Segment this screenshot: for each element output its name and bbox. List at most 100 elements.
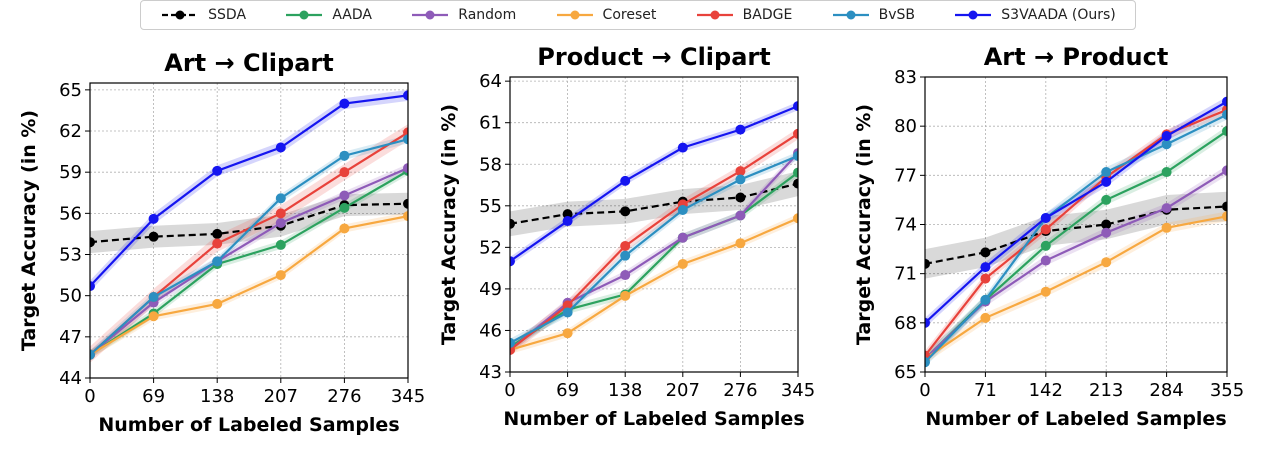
series-line-ssda	[925, 205, 1227, 265]
point-random	[275, 217, 286, 228]
point-random	[1040, 255, 1051, 266]
band-aada	[90, 166, 408, 359]
point-random	[677, 232, 688, 243]
band-random	[90, 163, 408, 359]
xtick-label: 276	[327, 386, 361, 407]
xtick-label: 138	[608, 380, 642, 401]
series-line-aada	[510, 171, 798, 348]
ytick-label: 62	[59, 121, 82, 142]
point-badge	[1040, 224, 1051, 235]
point-aada	[1161, 167, 1172, 178]
point-coreset	[275, 270, 286, 281]
chart-title: Art → Product	[984, 43, 1169, 71]
xtick-label: 345	[391, 386, 425, 407]
point-s3vaada-ours	[620, 175, 631, 186]
series-line-coreset	[925, 215, 1227, 360]
band-badge	[510, 128, 798, 356]
point-random	[1222, 165, 1227, 176]
point-s3vaada-ours	[403, 90, 408, 101]
point-coreset	[620, 290, 631, 301]
y-axis-label: Target Accuracy (in %)	[18, 110, 40, 351]
point-coreset	[1101, 257, 1112, 268]
point-s3vaada-ours	[562, 216, 573, 227]
point-badge	[212, 238, 223, 249]
point-ssda	[90, 237, 95, 248]
point-ssda	[735, 192, 746, 203]
xtick-label: 0	[84, 386, 95, 407]
ytick-label: 71	[894, 264, 917, 285]
point-badge	[562, 300, 573, 311]
series-line-coreset	[90, 215, 408, 356]
point-aada	[275, 239, 286, 250]
point-coreset	[148, 311, 159, 322]
legend-item-random: Random	[410, 7, 516, 23]
point-s3vaada-ours	[1222, 96, 1227, 107]
point-bvsb	[562, 307, 573, 318]
series-line-ssda	[510, 182, 798, 225]
ytick-label: 61	[479, 113, 502, 134]
legend-label: BvSB	[878, 7, 915, 23]
chart-1: 44 47 50 53 56 59 62 65 0 69 138 207 276 345 Art → Cli…	[18, 49, 425, 436]
chart-title: Product → Clipart	[537, 43, 770, 71]
ytick-label: 43	[479, 362, 502, 383]
band-aada	[925, 126, 1227, 364]
y-axis-label: Target Accuracy (in %)	[438, 104, 460, 345]
legend-item-aada: AADA	[284, 7, 372, 23]
plot-frame	[509, 76, 799, 373]
point-bvsb	[148, 292, 159, 303]
ytick-label: 56	[59, 203, 82, 224]
xtick-label: 213	[1089, 380, 1123, 401]
series-line-bvsb	[925, 113, 1227, 363]
legend-item-bvsb: BvSB	[831, 7, 915, 23]
point-bvsb	[1101, 167, 1112, 178]
point-aada	[1222, 126, 1227, 137]
series-line-s3vaada-ours	[925, 100, 1227, 324]
point-s3vaada-ours	[148, 213, 159, 224]
ytick-label: 64	[479, 71, 502, 92]
point-ssda	[925, 258, 930, 269]
point-coreset	[403, 211, 408, 222]
point-s3vaada-ours	[677, 142, 688, 153]
point-ssda	[1222, 201, 1227, 212]
ytick-label: 83	[894, 67, 917, 88]
x-axis-label: Number of Labeled Samples	[503, 408, 804, 430]
point-badge	[339, 167, 350, 178]
point-s3vaada-ours	[339, 98, 350, 109]
legend-label: SSDA	[208, 7, 247, 23]
point-ssda	[403, 198, 408, 209]
point-bvsb	[339, 150, 350, 161]
point-ssda	[510, 218, 515, 229]
point-badge	[980, 273, 991, 284]
point-coreset	[735, 238, 746, 249]
point-badge	[735, 166, 746, 177]
xtick-label: 276	[723, 380, 757, 401]
point-badge	[275, 208, 286, 219]
point-ssda	[980, 247, 991, 258]
band-coreset	[925, 211, 1227, 364]
band-ssda	[90, 192, 408, 254]
point-bvsb	[1222, 109, 1227, 120]
series-line-s3vaada-ours	[510, 105, 798, 263]
point-coreset	[677, 258, 688, 269]
x-axis-label: Number of Labeled Samples	[925, 408, 1226, 430]
point-ssda	[148, 231, 159, 242]
point-bvsb	[90, 349, 95, 360]
point-coreset	[1040, 286, 1051, 297]
legend-label: BADGE	[742, 7, 793, 23]
x-axis-label: Number of Labeled Samples	[98, 414, 399, 436]
chart-3: 65 68 71 74 77 80 83 0 71 142 213 284 355 Art → Produ…	[853, 43, 1244, 430]
series-line-aada	[90, 169, 408, 356]
point-s3vaada-ours	[793, 101, 798, 112]
point-bvsb	[275, 193, 286, 204]
ytick-label: 77	[894, 165, 917, 186]
xtick-label: 207	[264, 386, 298, 407]
band-badge	[90, 124, 408, 363]
point-badge	[620, 240, 631, 251]
point-ssda	[793, 178, 798, 189]
xtick-label: 284	[1149, 380, 1183, 401]
legend-label: S3VAADA (Ours)	[1001, 7, 1116, 23]
point-s3vaada-ours	[212, 165, 223, 176]
xtick-label: 0	[919, 380, 930, 401]
point-bvsb	[620, 250, 631, 261]
ytick-label: 46	[479, 320, 502, 341]
